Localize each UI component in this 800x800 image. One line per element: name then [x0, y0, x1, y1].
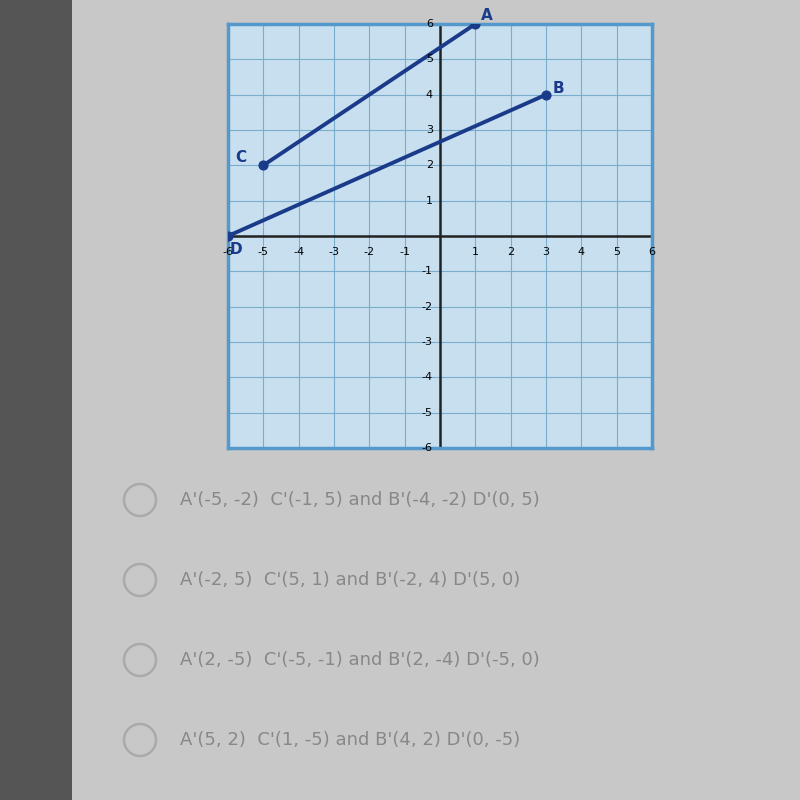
- Text: -4: -4: [422, 372, 433, 382]
- Text: -1: -1: [422, 266, 433, 276]
- Text: 5: 5: [426, 54, 433, 64]
- Text: 2: 2: [426, 160, 433, 170]
- Text: A'(-2, 5)  C'(5, 1) and B'(-2, 4) D'(5, 0): A'(-2, 5) C'(5, 1) and B'(-2, 4) D'(5, 0…: [180, 571, 520, 589]
- Text: -6: -6: [222, 246, 234, 257]
- Text: C: C: [235, 150, 246, 165]
- Text: -2: -2: [422, 302, 433, 312]
- Text: 4: 4: [578, 246, 585, 257]
- Text: 5: 5: [613, 246, 620, 257]
- Text: 1: 1: [426, 196, 433, 206]
- Text: A'(2, -5)  C'(-5, -1) and B'(2, -4) D'(-5, 0): A'(2, -5) C'(-5, -1) and B'(2, -4) D'(-5…: [180, 651, 540, 669]
- Text: -4: -4: [293, 246, 304, 257]
- Point: [539, 88, 552, 101]
- Text: 6: 6: [649, 246, 655, 257]
- Text: -5: -5: [258, 246, 269, 257]
- Text: -3: -3: [329, 246, 339, 257]
- Text: 3: 3: [426, 125, 433, 135]
- Text: 1: 1: [472, 246, 479, 257]
- Point: [469, 18, 482, 30]
- Text: -3: -3: [422, 337, 433, 347]
- Text: 2: 2: [507, 246, 514, 257]
- Text: A'(-5, -2)  C'(-1, 5) and B'(-4, -2) D'(0, 5): A'(-5, -2) C'(-1, 5) and B'(-4, -2) D'(0…: [180, 491, 540, 509]
- Text: A: A: [481, 9, 492, 23]
- Text: -1: -1: [399, 246, 410, 257]
- Text: D: D: [230, 242, 242, 257]
- Text: 4: 4: [426, 90, 433, 100]
- Point: [222, 230, 234, 242]
- Text: -5: -5: [422, 408, 433, 418]
- Point: [257, 159, 270, 172]
- Text: -2: -2: [364, 246, 375, 257]
- Text: A'(5, 2)  C'(1, -5) and B'(4, 2) D'(0, -5): A'(5, 2) C'(1, -5) and B'(4, 2) D'(0, -5…: [180, 731, 520, 749]
- Text: B: B: [553, 81, 565, 96]
- Text: -6: -6: [422, 443, 433, 453]
- Text: 3: 3: [542, 246, 550, 257]
- Text: 6: 6: [426, 19, 433, 29]
